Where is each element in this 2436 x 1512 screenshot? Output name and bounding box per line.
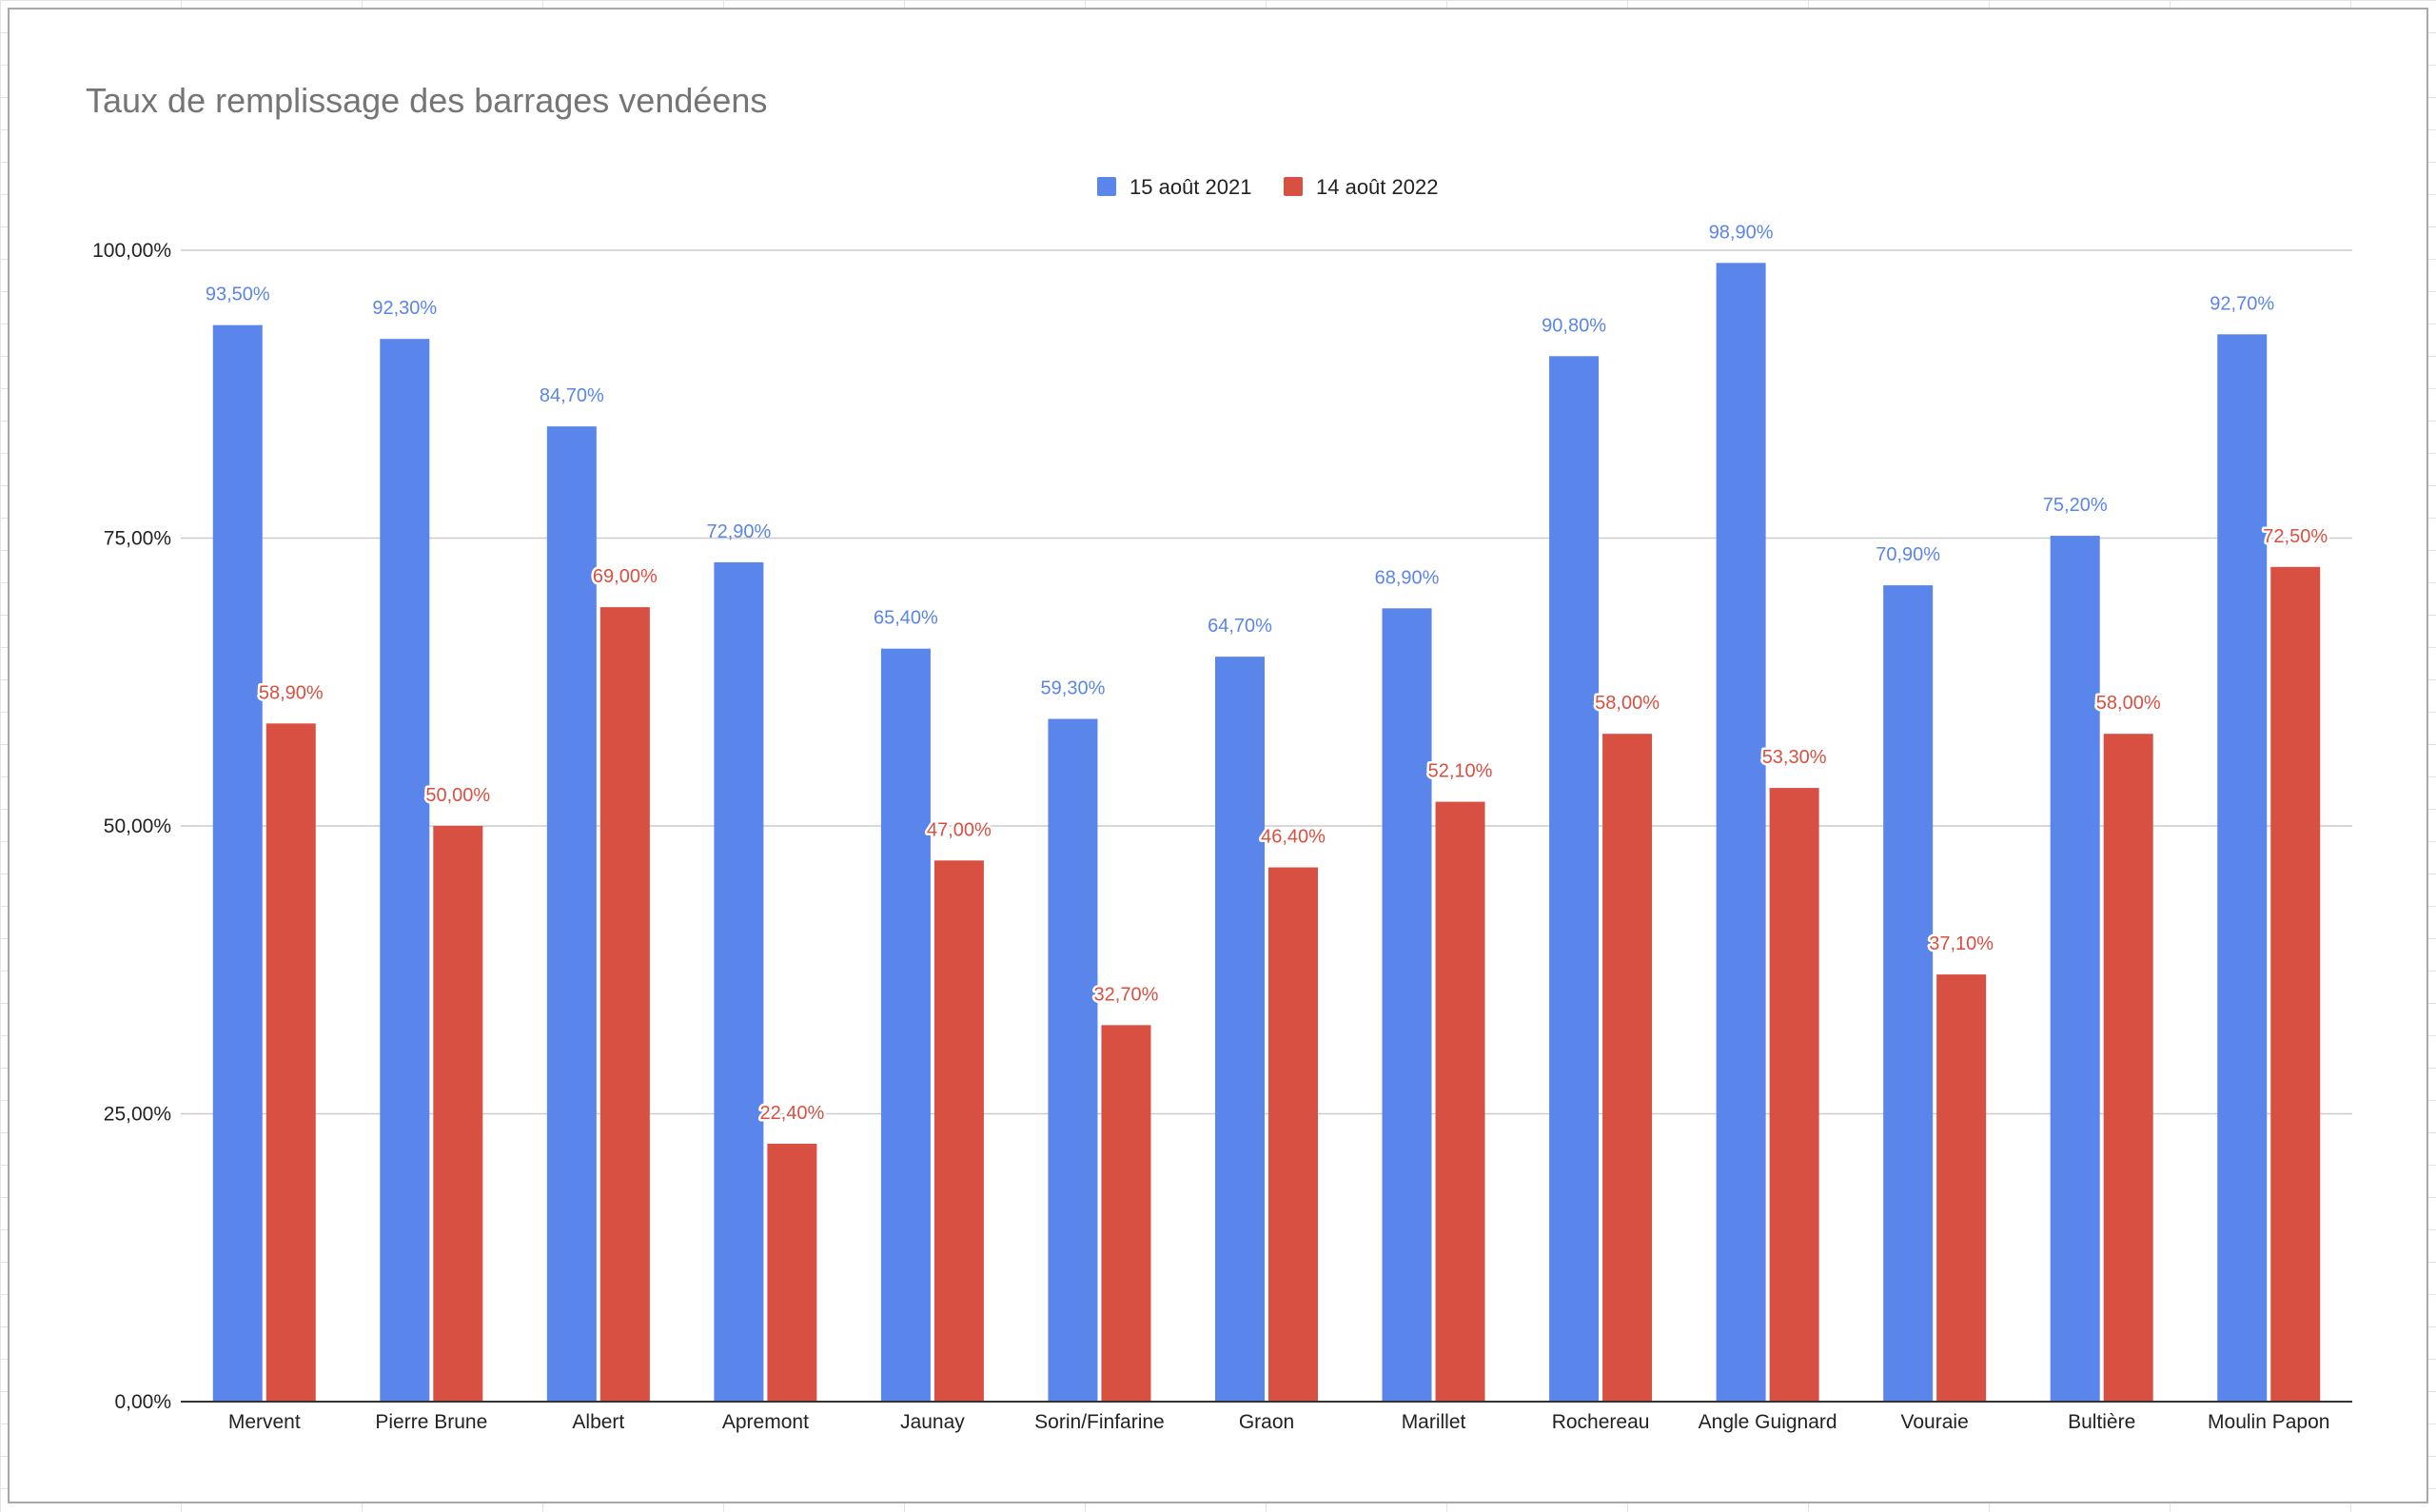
data-label: 32,70% <box>1094 984 1159 1005</box>
bar-graon-2022 <box>1268 867 1318 1402</box>
data-label: 72,50% <box>2263 526 2328 547</box>
x-tick-label: Moulin Papon <box>2208 1411 2329 1433</box>
bar-marillet-2021 <box>1382 608 1432 1402</box>
data-label: 52,10% <box>1428 761 1493 782</box>
data-label: 69,00% <box>593 566 658 587</box>
y-tick-label: 100,00% <box>92 240 171 262</box>
bar-sorin-finfarine-2021 <box>1048 718 1098 1402</box>
data-label: 46,40% <box>1261 827 1326 848</box>
x-tick-label: Apremont <box>722 1411 809 1433</box>
bar-vouraie-2021 <box>1883 585 1934 1402</box>
data-label: 75,20% <box>2043 495 2108 516</box>
x-axis: Mervent Pierre Brune Albert Apremont Jaunay S… <box>181 1401 2352 1433</box>
data-label: 58,00% <box>1595 693 1660 714</box>
data-label: 68,90% <box>1375 567 1440 588</box>
data-label: 53,30% <box>1762 747 1827 768</box>
bar-moulin-papon-2021 <box>2217 334 2268 1403</box>
data-labels: 93,50% 92,30% 84,70% 72,90% 65,40% 59,30% 64,7… <box>206 222 2330 1126</box>
chart-panel: Taux de remplissage des barrages vendéen… <box>8 8 2428 1503</box>
legend-swatch <box>1284 177 1303 196</box>
data-label: 93,50% <box>206 285 270 305</box>
y-tick-label: 25,00% <box>104 1104 171 1126</box>
legend[interactable]: 15 août 2021 14 août 2022 <box>1097 175 1438 199</box>
bar-mervent-2022 <box>265 723 316 1402</box>
bar-bultiere-2022 <box>2103 734 2153 1402</box>
y-tick-label: 75,00% <box>104 528 171 550</box>
bar-rochereau-2022 <box>1602 734 1653 1402</box>
bar-pierre-brune-2021 <box>380 339 430 1402</box>
bar-moulin-papon-2022 <box>2270 566 2321 1402</box>
bar-albert-2022 <box>599 607 650 1402</box>
x-tick-label: Jaunay <box>900 1411 965 1433</box>
x-tick-label: Angle Guignard <box>1699 1411 1837 1433</box>
data-label: 65,40% <box>874 608 938 629</box>
bar-pierre-brune-2022 <box>433 826 483 1402</box>
bar-albert-2021 <box>546 426 597 1402</box>
data-label: 92,30% <box>372 298 437 319</box>
data-label: 84,70% <box>540 385 604 406</box>
data-label: 70,90% <box>1876 544 1940 565</box>
y-tick-label: 50,00% <box>104 815 171 837</box>
x-tick-label: Bultière <box>2068 1411 2135 1433</box>
data-label: 58,00% <box>2096 693 2161 714</box>
bar-apremont-2022 <box>767 1143 817 1402</box>
bar-mervent-2021 <box>212 324 263 1402</box>
bar-jaunay-2021 <box>880 648 931 1402</box>
bar-graon-2021 <box>1215 657 1265 1402</box>
data-label: 92,70% <box>2210 293 2274 314</box>
legend-item-2021[interactable]: 15 août 2021 <box>1097 175 1251 199</box>
x-tick-label: Graon <box>1239 1411 1294 1433</box>
x-tick-label: Rochereau <box>1552 1411 1650 1433</box>
bar-apremont-2021 <box>714 561 764 1402</box>
data-label: 98,90% <box>1709 222 1774 243</box>
bar-vouraie-2022 <box>1936 974 1987 1402</box>
data-label: 58,90% <box>259 682 324 703</box>
bar-chart: Taux de remplissage des barrages vendéen… <box>86 81 2352 1433</box>
data-label: 37,10% <box>1929 933 1994 954</box>
data-label: 59,30% <box>1041 677 1106 698</box>
x-tick-label: Sorin/Finfarine <box>1034 1411 1165 1433</box>
data-label: 47,00% <box>927 819 992 840</box>
y-axis: 0,00% 25,00% 50,00% 75,00% 100,00% <box>92 240 171 1413</box>
bar-sorin-finfarine-2022 <box>1101 1025 1151 1402</box>
bar-jaunay-2022 <box>933 860 984 1402</box>
data-label: 22,40% <box>759 1103 824 1124</box>
x-tick-label: Vouraie <box>1901 1411 1969 1433</box>
bar-angle-guignard-2021 <box>1716 263 1766 1402</box>
legend-label: 14 août 2022 <box>1316 175 1438 199</box>
bar-marillet-2022 <box>1435 801 1485 1402</box>
legend-swatch <box>1097 177 1116 196</box>
data-label: 90,80% <box>1542 315 1606 336</box>
legend-label: 15 août 2021 <box>1130 175 1251 199</box>
data-label: 72,90% <box>706 521 771 542</box>
bar-angle-guignard-2022 <box>1769 788 1819 1402</box>
legend-item-2022[interactable]: 14 août 2022 <box>1284 175 1438 199</box>
x-tick-label: Pierre Brune <box>375 1411 487 1433</box>
x-tick-label: Marillet <box>1402 1411 1466 1433</box>
chart-title: Taux de remplissage des barrages vendéen… <box>86 81 767 120</box>
x-tick-label: Albert <box>572 1411 624 1433</box>
data-label: 50,00% <box>425 785 490 806</box>
x-tick-label: Mervent <box>228 1411 301 1433</box>
bar-rochereau-2021 <box>1549 356 1600 1402</box>
gridlines <box>181 249 2352 1115</box>
y-tick-label: 0,00% <box>114 1391 171 1413</box>
bar-bultiere-2021 <box>2050 536 2100 1402</box>
data-label: 64,70% <box>1208 616 1272 637</box>
bars <box>212 263 2321 1403</box>
